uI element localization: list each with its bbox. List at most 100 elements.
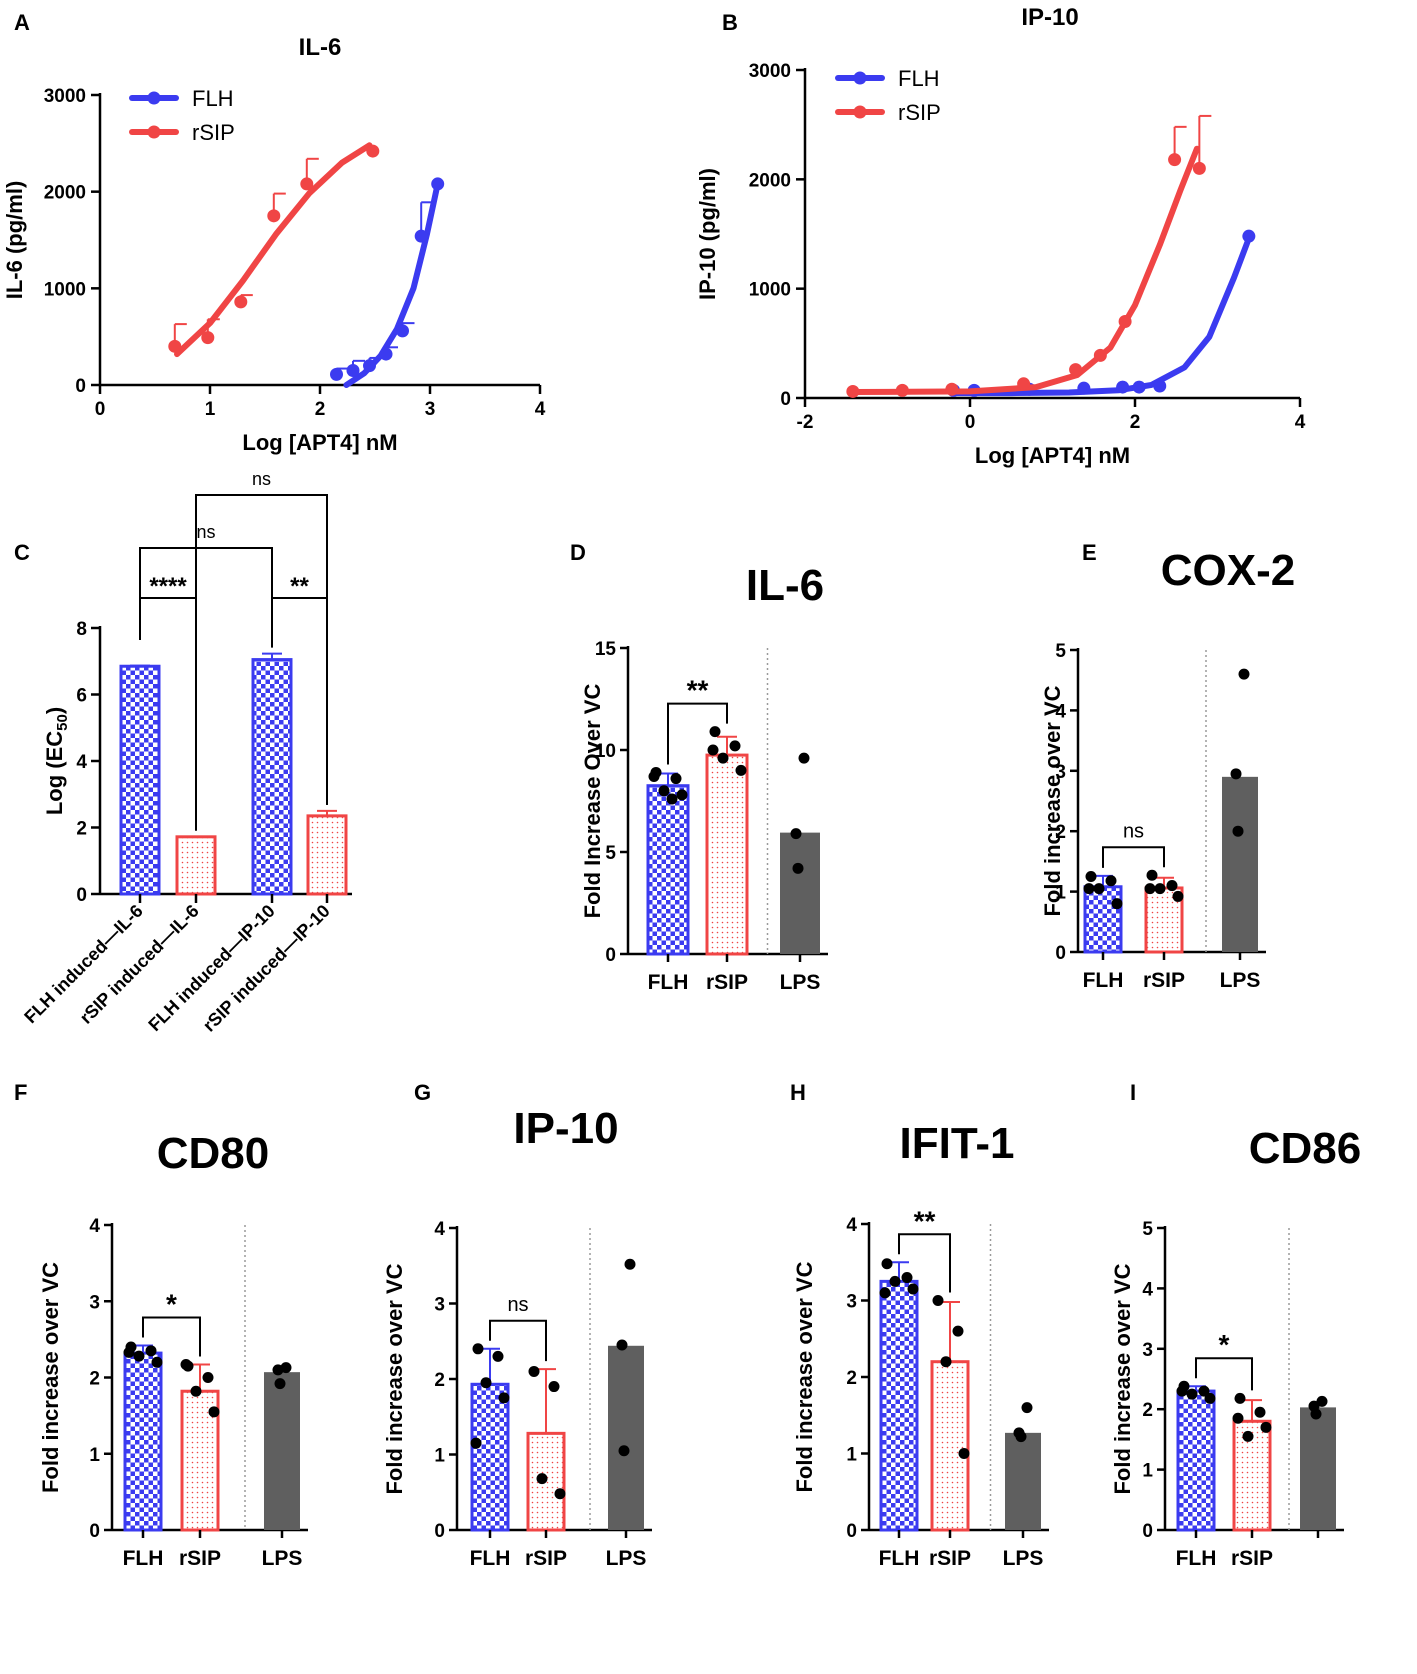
rsip-data-point	[168, 339, 182, 353]
y-axis-label: Fold Increase Over VC	[580, 684, 605, 919]
rsip-data-point	[528, 1365, 540, 1377]
lps-data-point	[790, 828, 802, 840]
significance-label: ns	[196, 522, 215, 542]
chart-title: IL-6	[746, 561, 824, 610]
significance-label: ****	[149, 573, 187, 600]
lps-bar	[780, 832, 820, 954]
rsip-data-point	[846, 384, 860, 398]
rsip-data-point	[1166, 880, 1178, 892]
rsip-data-point	[202, 1372, 214, 1383]
flh-data-point	[470, 1437, 482, 1449]
x-tick-label: rSIP	[706, 971, 748, 994]
rsip-bar	[175, 835, 217, 896]
x-tick-label: rSIP	[1143, 969, 1185, 992]
significance-bracket	[489, 1319, 547, 1362]
rsip-bar	[705, 753, 749, 956]
flh-data-point	[879, 1287, 891, 1299]
flh-data-point	[123, 1346, 135, 1358]
lps-data-point	[1238, 668, 1250, 680]
lps-data-point	[1015, 1431, 1027, 1443]
rsip-data-point	[1154, 883, 1166, 895]
significance-bracket	[1195, 1357, 1253, 1391]
y-tick-label: 3	[846, 1292, 857, 1313]
rsip-data-point	[190, 1385, 202, 1397]
y-tick-label: 4	[434, 1219, 445, 1240]
rsip-data-point	[1232, 1412, 1244, 1424]
x-tick-label: rSIP	[179, 1547, 221, 1570]
flh-bar	[646, 784, 690, 956]
flh-bar	[879, 1279, 919, 1532]
flh-data-point	[1077, 381, 1091, 395]
y-tick-label: 10	[595, 741, 616, 762]
y-tick-label: 5	[1055, 641, 1066, 662]
significance-bracket	[139, 547, 273, 648]
flh-bar	[1083, 885, 1123, 954]
lps-data-point	[618, 1445, 630, 1457]
significance-label: ns	[507, 1294, 528, 1316]
y-tick-label: 0	[605, 945, 616, 966]
flh-data-point	[1186, 1388, 1198, 1400]
rsip-data-point	[735, 764, 747, 776]
flh-bar	[470, 1382, 510, 1532]
x-tick-label: FLH	[879, 1547, 920, 1570]
x-tick-label: 2	[315, 399, 326, 420]
panel-label: A	[14, 10, 30, 35]
flh-fit-curve	[950, 231, 1254, 397]
rsip-data-point	[1242, 1430, 1254, 1442]
x-tick-label: FLH	[1083, 969, 1124, 992]
y-axis-label: Log (EC50)	[42, 707, 71, 815]
flh-data-point	[1204, 1392, 1216, 1404]
y-axis-label: Fold increase over VC	[792, 1261, 817, 1492]
flh-data-point	[666, 793, 678, 805]
panel-b-ip10-dose-response: B IP-10 0 1000 2000 3000 -2 0 2 4 Log [APT4] nM IP-…	[695, 4, 1306, 468]
y-tick-label: 2000	[749, 170, 791, 191]
panel-e-cox2-fold-bars: E COX-2 0 1 2 3 4 5 Fold increase over VC FLH rSIP…	[1040, 540, 1295, 992]
rsip-data-point	[717, 752, 729, 764]
x-tick-label: -2	[797, 412, 814, 433]
y-tick-label: 0	[75, 376, 86, 397]
flh-bar	[1176, 1389, 1216, 1532]
legend-marker-flh	[853, 71, 867, 85]
y-tick-label: 2	[89, 1369, 100, 1390]
rsip-data-point	[1260, 1421, 1272, 1433]
flh-data-point	[1242, 229, 1256, 243]
rsip-data-point	[1144, 883, 1156, 895]
y-tick-label: 6	[76, 686, 87, 707]
x-tick-label: FLH	[123, 1547, 164, 1570]
y-tick-label: 4	[1055, 701, 1066, 722]
flh-data-point	[1093, 883, 1105, 895]
x-tick-label: 0	[965, 412, 976, 433]
rsip-bar	[930, 1360, 970, 1532]
legend-marker-flh	[147, 91, 161, 105]
flh-data-point	[363, 359, 376, 373]
y-tick-label: 0	[1142, 1521, 1153, 1542]
y-tick-label: 2000	[44, 183, 86, 204]
lps-data-point	[1310, 1408, 1322, 1420]
flh-bar	[119, 664, 161, 896]
rsip-data-point	[1093, 348, 1107, 362]
lps-data-point	[1316, 1395, 1328, 1407]
rsip-data-point	[1017, 377, 1031, 391]
y-tick-label: 2	[434, 1370, 445, 1391]
rsip-bar	[306, 814, 348, 896]
x-tick-label: FLH	[648, 971, 689, 994]
significance-bracket	[142, 1316, 201, 1357]
lps-bar	[1222, 776, 1258, 952]
flh-data-point	[901, 1272, 913, 1284]
rsip-data-point	[180, 1359, 192, 1371]
x-tick-label: 3	[425, 399, 436, 420]
y-tick-label: 3	[1055, 762, 1066, 783]
y-tick-label: 0	[76, 885, 87, 906]
rsip-data-point	[729, 740, 741, 752]
y-tick-label: 0	[1055, 943, 1066, 964]
rsip-data-point	[1118, 314, 1132, 328]
rsip-data-point	[945, 382, 959, 396]
flh-data-point	[480, 1377, 492, 1389]
flh-data-point	[379, 347, 393, 361]
flh-data-point	[1132, 380, 1146, 394]
significance-label: **	[687, 675, 709, 706]
x-tick-label: FLH	[470, 1547, 511, 1570]
rsip-data-point	[201, 331, 215, 345]
chart-title: COX-2	[1161, 546, 1295, 595]
